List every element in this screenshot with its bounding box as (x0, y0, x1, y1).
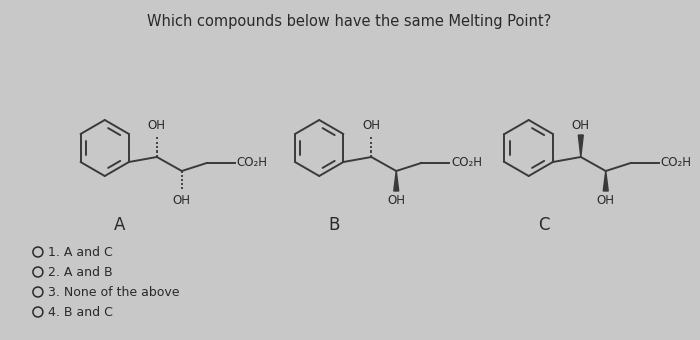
Text: CO₂H: CO₂H (237, 156, 267, 170)
Text: 1. A and C: 1. A and C (48, 245, 113, 258)
Text: Which compounds below have the same Melting Point?: Which compounds below have the same Melt… (147, 14, 552, 29)
Text: B: B (328, 216, 340, 234)
Polygon shape (603, 171, 608, 191)
Text: OH: OH (363, 119, 380, 132)
Text: OH: OH (387, 194, 405, 207)
Text: C: C (538, 216, 550, 234)
Text: 3. None of the above: 3. None of the above (48, 286, 179, 299)
Text: 4. B and C: 4. B and C (48, 306, 113, 319)
Polygon shape (578, 135, 583, 157)
Text: CO₂H: CO₂H (661, 156, 692, 170)
Text: OH: OH (148, 119, 166, 132)
Text: OH: OH (596, 194, 615, 207)
Text: 2. A and B: 2. A and B (48, 266, 113, 278)
Text: A: A (114, 216, 125, 234)
Text: CO₂H: CO₂H (451, 156, 482, 170)
Text: OH: OH (173, 194, 191, 207)
Text: OH: OH (572, 119, 590, 132)
Polygon shape (394, 171, 399, 191)
